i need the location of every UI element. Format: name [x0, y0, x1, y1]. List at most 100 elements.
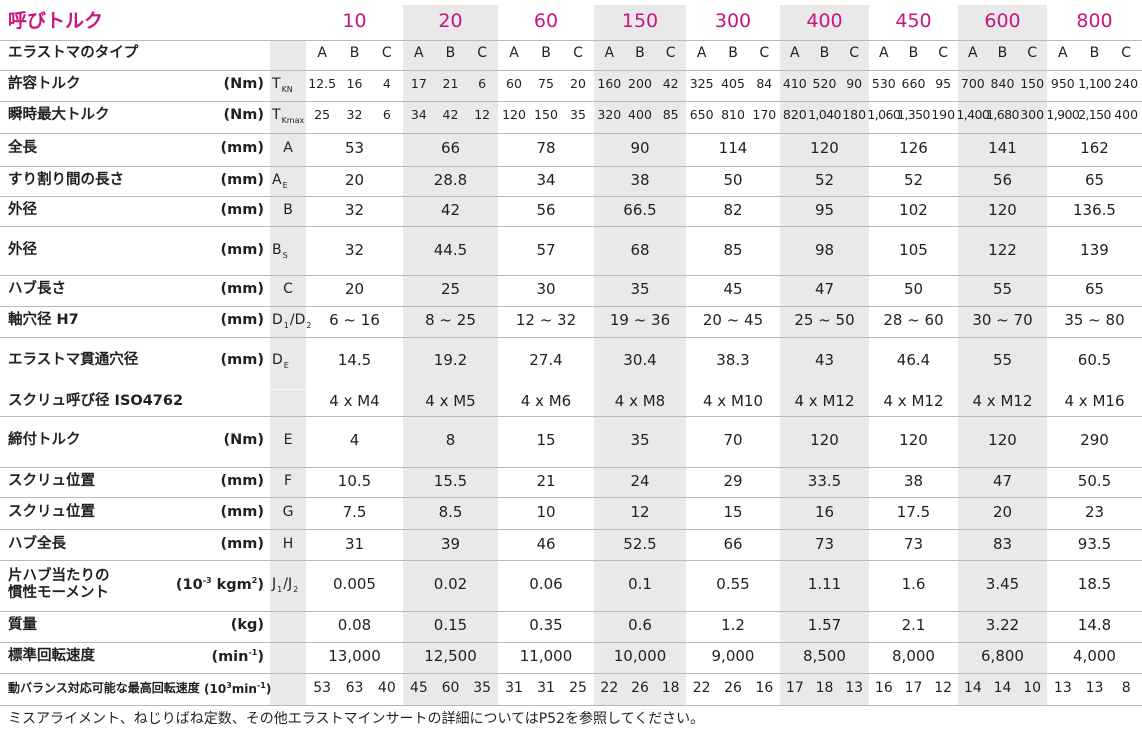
value-cell: 6 ~ 16	[329, 311, 380, 329]
symbol-cell: DE	[272, 352, 289, 370]
row-divider	[0, 560, 1142, 561]
symbol-cell: TKN	[272, 76, 293, 94]
value-cell: 23	[1084, 503, 1105, 521]
value-cell: 120	[988, 201, 1017, 219]
size-heading: 20	[438, 10, 463, 32]
symbol-cell: J1/J2	[272, 576, 299, 594]
balance-speed-value: 35	[473, 680, 492, 696]
torque-value: 4	[382, 76, 391, 91]
balance-speed-value: 18	[815, 680, 834, 696]
balance-speed-value: 26	[631, 680, 649, 696]
size-heading: 10	[342, 10, 367, 32]
value-cell: 95	[814, 201, 835, 219]
value-cell: 34	[536, 171, 556, 189]
row-divider	[0, 337, 1142, 338]
elastomer-type: B	[819, 45, 830, 61]
value-cell: 122	[988, 241, 1017, 259]
row-divider	[0, 611, 1142, 612]
value-cell: 0.55	[716, 575, 750, 593]
torque-value: 150	[534, 107, 558, 122]
balance-speed-value: 40	[377, 680, 396, 696]
row-divider	[0, 673, 1142, 674]
elastomer-type: C	[849, 45, 860, 61]
value-cell: 4 x M6	[520, 392, 572, 410]
row-divider	[0, 642, 1142, 643]
row-divider	[0, 416, 1142, 417]
elastomer-type: B	[541, 45, 551, 61]
row-label: 外径	[8, 202, 37, 218]
value-cell: 15	[536, 431, 556, 449]
value-cell: 4	[349, 431, 360, 449]
value-cell: 52	[814, 171, 835, 189]
elastomer-type: A	[879, 45, 889, 61]
column-shade	[403, 5, 498, 705]
value-cell: 10	[536, 503, 556, 521]
elastomer-type: C	[381, 45, 392, 61]
value-cell: 24	[630, 472, 650, 490]
footnote: ミスアライメント、ねじりばね定数、その他エラストマインサートの詳細についてはP5…	[8, 711, 705, 727]
value-cell: 8 ~ 25	[425, 311, 476, 329]
value-cell: 120	[899, 431, 928, 449]
balance-speed-value: 53	[313, 680, 332, 696]
row-label: 質量	[8, 617, 37, 633]
value-cell: 20 ~ 45	[702, 311, 764, 329]
torque-value: 12.5	[308, 76, 337, 91]
column-shade	[780, 5, 869, 705]
row-label: スクリュ呼び径 ISO4762	[8, 393, 184, 409]
balance-speed-value: 60	[441, 680, 460, 696]
torque-value: 17	[410, 76, 427, 91]
elastomer-type: C	[1027, 45, 1038, 61]
row-divider	[0, 306, 1142, 307]
value-cell: 29	[723, 472, 743, 490]
value-cell: 52.5	[623, 535, 657, 553]
torque-value: 530	[871, 76, 896, 91]
value-cell: 20	[992, 503, 1013, 521]
row-divider	[0, 497, 1142, 498]
unit-cell: (mm)	[220, 140, 264, 156]
unit-cell: (kg)	[230, 617, 264, 633]
value-cell: 0.1	[628, 575, 652, 593]
balance-speed-value: 31	[505, 680, 523, 696]
symbol-cell: F	[283, 473, 293, 489]
torque-value: 170	[752, 107, 777, 122]
value-cell: 98	[814, 241, 835, 259]
torque-value: 180	[842, 107, 867, 122]
elastomer-type: A	[317, 45, 327, 61]
size-heading: 450	[895, 10, 932, 32]
row-label: 標準回転速度	[8, 648, 95, 664]
elastomer-type: A	[696, 45, 707, 61]
value-cell: 14.5	[337, 351, 372, 369]
balance-speed-value: 13	[845, 680, 864, 696]
value-cell: 25	[440, 280, 461, 298]
torque-value: 42	[662, 76, 679, 91]
symbol-cell: H	[282, 536, 294, 552]
size-heading: 60	[533, 10, 559, 32]
torque-value: 400	[1114, 107, 1139, 122]
row-label: エラストマ貫通穴径	[8, 352, 139, 368]
torque-value: 60	[506, 76, 522, 91]
value-cell: 27.4	[529, 351, 563, 369]
elastomer-type: B	[349, 45, 360, 61]
row-label: スクリュ位置	[8, 504, 95, 520]
torque-value: 1,900	[1046, 107, 1080, 122]
unit-cell: (mm)	[220, 473, 264, 489]
symbol-cell: E	[283, 432, 293, 448]
value-cell: 18.5	[1077, 575, 1112, 593]
symbol-cell: TKmax	[272, 107, 305, 125]
balance-speed-value: 22	[692, 680, 711, 696]
value-cell: 20	[344, 171, 365, 189]
value-cell: 66	[723, 535, 743, 553]
unit-cell: (Nm)	[223, 432, 265, 448]
value-cell: 66	[440, 139, 461, 157]
value-cell: 44.5	[433, 241, 468, 259]
value-cell: 66.5	[623, 201, 657, 219]
value-cell: 19 ~ 36	[609, 311, 671, 329]
value-cell: 14.8	[1077, 616, 1112, 634]
value-cell: 19.2	[433, 351, 468, 369]
elastomer-type: C	[759, 45, 770, 61]
balance-speed-value: 25	[569, 680, 587, 696]
value-cell: 13,000	[328, 647, 381, 665]
size-heading: 800	[1076, 10, 1113, 32]
balance-speed-value: 14	[993, 680, 1012, 696]
value-cell: 50.5	[1077, 472, 1112, 490]
